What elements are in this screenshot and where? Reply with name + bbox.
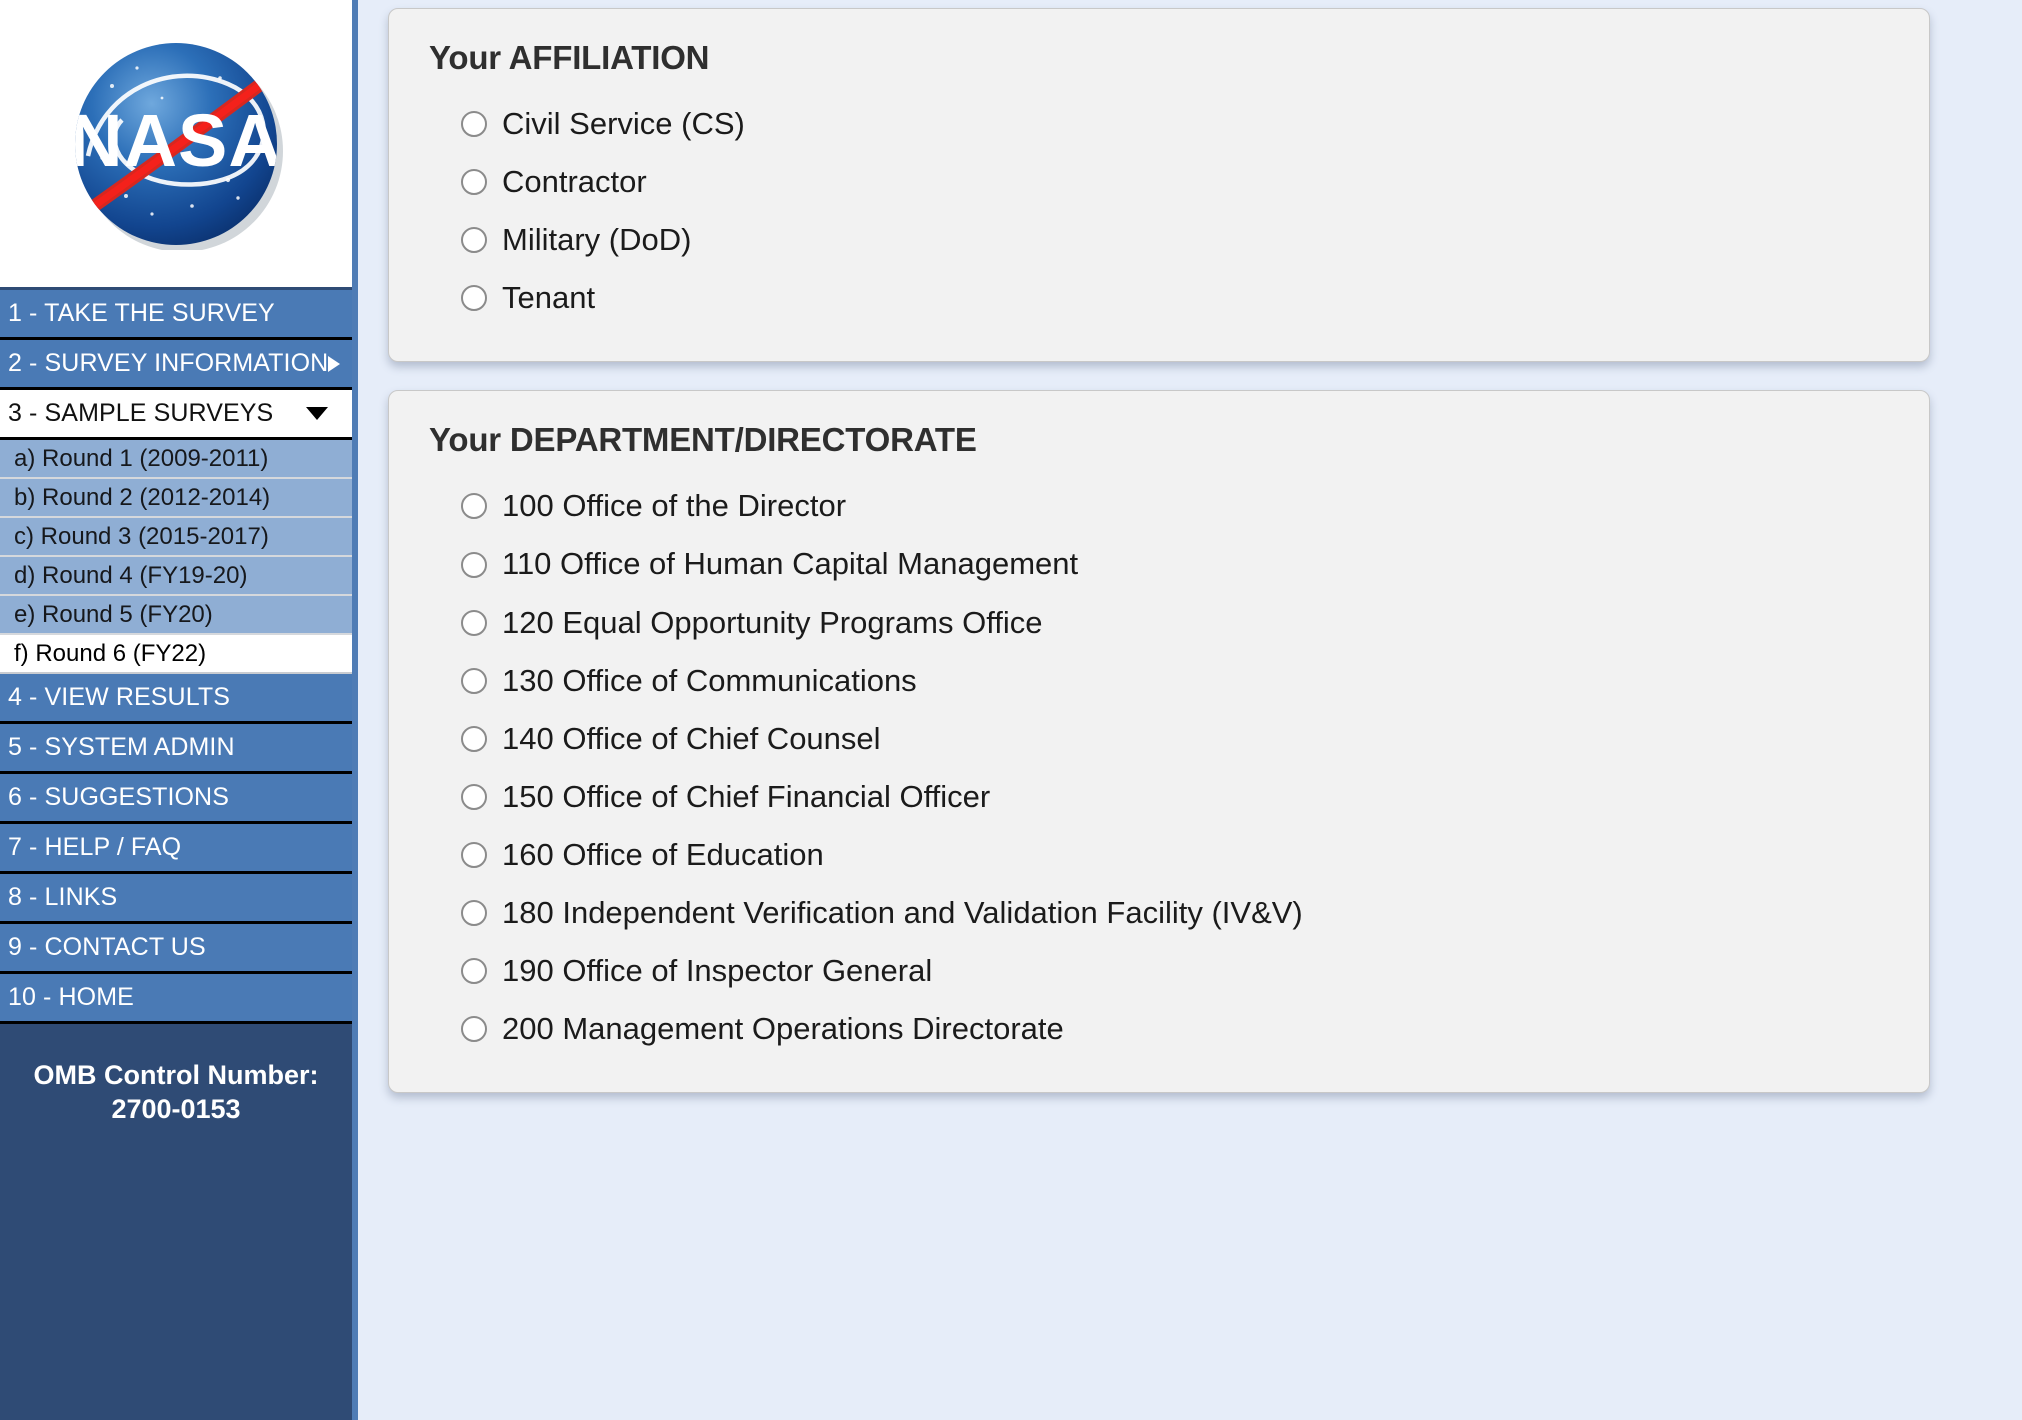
radio-option[interactable]: Contractor xyxy=(429,153,1889,211)
main-content: Your AFFILIATION Civil Service (CS) Contra… xyxy=(358,0,2022,1420)
omb-label: OMB Control Number: xyxy=(33,1060,319,1090)
sidebar-item-5-system-admin[interactable]: 5 - SYSTEM ADMIN xyxy=(0,724,352,774)
radio-option-label: 150 Office of Chief Financial Officer xyxy=(502,778,991,814)
radio-option-label: 100 Office of the Director xyxy=(502,488,847,524)
radio-button-icon[interactable] xyxy=(461,783,487,810)
radio-option[interactable]: 140 Office of Chief Counsel xyxy=(429,710,1889,768)
sidebar-item-6-suggestions[interactable]: 6 - SUGGESTIONS xyxy=(0,774,352,824)
sidebar-item-1-take-the-survey[interactable]: 1 - TAKE THE SURVEY xyxy=(0,290,352,340)
radio-option-label: 160 Office of Education xyxy=(502,836,824,872)
sidebar-subitem-label: d) Round 4 (FY19-20) xyxy=(14,561,248,589)
sidebar-subitem-label: f) Round 6 (FY22) xyxy=(14,639,207,667)
svg-text:NASA: NASA xyxy=(69,99,283,182)
radio-button-icon[interactable] xyxy=(461,841,487,868)
card-title: Your DEPARTMENT/DIRECTORATE xyxy=(429,421,977,459)
sidebar-item-3-sample-surveys[interactable]: 3 - SAMPLE SURVEYS xyxy=(0,390,352,440)
sidebar-subitem-b-round-2-2012-2014[interactable]: b) Round 2 (2012-2014) xyxy=(0,479,352,518)
card-title: Your AFFILIATION xyxy=(429,39,710,76)
nasa-meatball-logo: NASA xyxy=(69,42,283,250)
sidebar-item-8-links[interactable]: 8 - LINKS xyxy=(0,874,352,924)
radio-option-label: Contractor xyxy=(502,164,647,200)
question-card: Your AFFILIATION Civil Service (CS) Contra… xyxy=(388,8,1930,363)
radio-button-icon[interactable] xyxy=(461,667,487,694)
sidebar-item-label: 5 - SYSTEM ADMIN xyxy=(8,733,235,761)
sidebar-item-label: 9 - CONTACT US xyxy=(8,933,206,961)
sidebar-subitem-c-round-3-2015-2017[interactable]: c) Round 3 (2015-2017) xyxy=(0,518,352,557)
omb-number: 2700-0153 xyxy=(111,1093,241,1124)
sidebar-item-label: 8 - LINKS xyxy=(8,883,118,911)
radio-button-icon[interactable] xyxy=(461,111,487,138)
sidebar-subitem-label: a) Round 1 (2009-2011) xyxy=(14,444,269,472)
radio-button-icon[interactable] xyxy=(461,725,487,752)
radio-option[interactable]: Military (DoD) xyxy=(429,211,1889,269)
sidebar-item-label: 2 - SURVEY INFORMATION xyxy=(8,349,329,377)
radio-option-label: 120 Equal Opportunity Programs Office xyxy=(502,604,1043,640)
sidebar-nav: 1 - TAKE THE SURVEY 2 - SURVEY INFORMATIO… xyxy=(0,290,352,1024)
radio-option[interactable]: Civil Service (CS) xyxy=(429,95,1889,153)
radio-button-icon[interactable] xyxy=(461,609,487,636)
chevron-down-icon xyxy=(306,407,328,420)
sidebar-item-label: 10 - HOME xyxy=(8,983,134,1011)
radio-option[interactable]: 160 Office of Education xyxy=(429,826,1889,884)
radio-button-icon[interactable] xyxy=(461,227,487,254)
sidebar-item-label: 7 - HELP / FAQ xyxy=(8,833,182,861)
sidebar: NASA 1 - TAKE THE SURVEY 2 - SURVEY INFOR… xyxy=(0,0,358,1420)
radio-button-icon[interactable] xyxy=(461,1016,487,1043)
sidebar-subitem-label: c) Round 3 (2015-2017) xyxy=(14,522,269,550)
radio-option-label: 190 Office of Inspector General xyxy=(502,953,933,989)
sidebar-subitem-label: b) Round 2 (2012-2014) xyxy=(14,483,271,511)
radio-option[interactable]: 200 Management Operations Directorate xyxy=(429,1000,1889,1058)
sidebar-subitem-f-round-6-fy22[interactable]: f) Round 6 (FY22) xyxy=(0,635,352,674)
radio-button-icon[interactable] xyxy=(461,900,487,927)
sidebar-item-label: 1 - TAKE THE SURVEY xyxy=(8,299,275,327)
sidebar-item-label: 3 - SAMPLE SURVEYS xyxy=(8,399,274,427)
radio-option[interactable]: 100 Office of the Director xyxy=(429,477,1889,535)
sidebar-item-10-home[interactable]: 10 - HOME xyxy=(0,974,352,1024)
radio-option[interactable]: Tenant xyxy=(429,269,1889,327)
radio-button-icon[interactable] xyxy=(461,285,487,312)
radio-option[interactable]: 180 Independent Verification and Validat… xyxy=(429,884,1889,942)
sidebar-item-label: 4 - VIEW RESULTS xyxy=(8,683,231,711)
radio-button-icon[interactable] xyxy=(461,958,487,985)
omb-control-block: OMB Control Number: 2700-0153 xyxy=(0,1024,352,1127)
radio-option[interactable]: 150 Office of Chief Financial Officer xyxy=(429,768,1889,826)
sidebar-item-7-help-faq[interactable]: 7 - HELP / FAQ xyxy=(0,824,352,874)
radio-option[interactable]: 130 Office of Communications xyxy=(429,652,1889,710)
sidebar-subitem-e-round-5-fy20[interactable]: e) Round 5 (FY20) xyxy=(0,596,352,635)
radio-option-label: 110 Office of Human Capital Management xyxy=(502,546,1079,582)
sidebar-item-2-survey-information[interactable]: 2 - SURVEY INFORMATION xyxy=(0,340,352,390)
radio-button-icon[interactable] xyxy=(461,551,487,578)
radio-button-icon[interactable] xyxy=(461,169,487,196)
radio-option-label: 140 Office of Chief Counsel xyxy=(502,720,881,756)
radio-option-label: 130 Office of Communications xyxy=(502,662,917,698)
nasa-logo-container[interactable]: NASA xyxy=(0,0,352,290)
question-card: Your DEPARTMENT/DIRECTORATE 100 Office of… xyxy=(388,390,1930,1094)
radio-option[interactable]: 120 Equal Opportunity Programs Office xyxy=(429,594,1889,652)
radio-option[interactable]: 110 Office of Human Capital Management xyxy=(429,535,1889,593)
sidebar-subitem-a-round-1-2009-2011[interactable]: a) Round 1 (2009-2011) xyxy=(0,440,352,479)
radio-option-label: 200 Management Operations Directorate xyxy=(502,1011,1064,1047)
sidebar-subitem-d-round-4-fy19-20[interactable]: d) Round 4 (FY19-20) xyxy=(0,557,352,596)
sidebar-subitem-label: e) Round 5 (FY20) xyxy=(14,600,213,628)
radio-button-icon[interactable] xyxy=(461,493,487,520)
radio-option[interactable]: 190 Office of Inspector General xyxy=(429,942,1889,1000)
sidebar-item-label: 6 - SUGGESTIONS xyxy=(8,783,229,811)
radio-option-label: 180 Independent Verification and Validat… xyxy=(502,895,1303,931)
caret-right-icon xyxy=(328,355,341,372)
sidebar-item-9-contact-us[interactable]: 9 - CONTACT US xyxy=(0,924,352,974)
radio-option-label: Military (DoD) xyxy=(502,222,692,258)
sidebar-item-4-view-results[interactable]: 4 - VIEW RESULTS xyxy=(0,674,352,724)
radio-option-label: Tenant xyxy=(502,280,596,316)
radio-option-label: Civil Service (CS) xyxy=(502,106,745,141)
